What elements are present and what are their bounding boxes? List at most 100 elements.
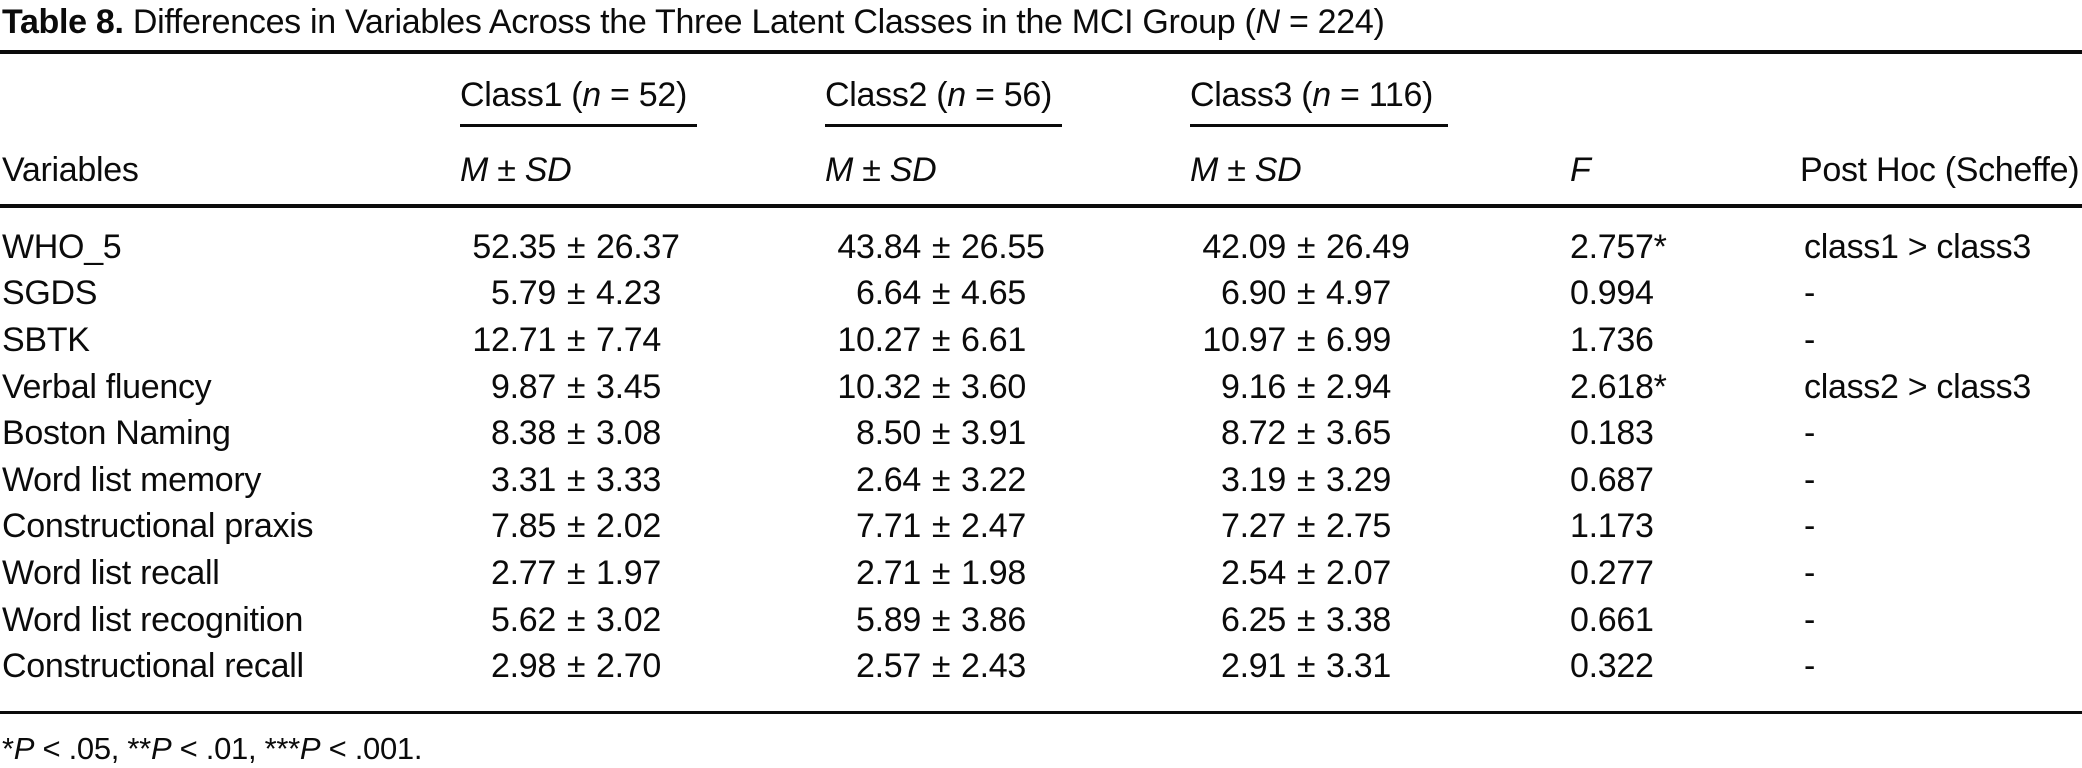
plus-minus-sign: ± [862,150,881,189]
variable-cell: WHO_5 [2,227,122,266]
sd-value: 2.94 [1326,367,1391,406]
plus-minus-sign: ± [931,460,951,499]
mean-value: 10.97 [1202,320,1286,359]
class3-msd-cell: 8.72 ± 3.65 [1190,414,1570,453]
posthoc-cell: - [1804,320,1816,359]
f-value-cell: 0.183 [1570,414,1654,453]
sd-value: 1.98 [961,553,1026,592]
p-threshold: < .01, [171,731,265,766]
variable-cell: SGDS [2,274,98,313]
table-body: WHO_5 52.35 ± 26.37 43.84 ± 26.55 42.09 … [0,224,2082,690]
class2-underline [825,124,1062,127]
class1-msd-cell: 2.77 ± 1.97 [460,554,825,593]
plus-minus-sign: ± [566,600,586,639]
plus-minus-sign: ± [931,320,951,359]
sd-value: 3.60 [961,367,1026,406]
f-value-cell: 0.994 [1570,274,1654,313]
sd-label: SD [1254,150,1302,189]
plus-minus-sign: ± [566,367,586,406]
class3-msd-cell: 2.54 ± 2.07 [1190,554,1570,593]
plus-minus-sign: ± [931,507,951,546]
class2-msd-header: M ± SD [825,151,1190,190]
class1-msd-cell: 5.62 ± 3.02 [460,601,825,640]
posthoc-cell: class2 > class3 [1804,367,2031,406]
f-value-cell: 0.322 [1570,647,1654,686]
class3-msd-cell: 9.16 ± 2.94 [1190,368,1570,407]
mean-value: 8.50 [856,414,921,453]
plus-minus-sign: ± [931,274,951,313]
sd-value: 3.45 [596,367,661,406]
m-label: M [825,150,854,189]
class1-msd-cell: 3.31 ± 3.33 [460,461,825,500]
p-label: P [299,731,321,766]
table-caption-tail: = 224) [1279,3,1385,41]
mean-value: 10.27 [837,320,921,359]
sd-label: SD [524,150,572,189]
class3-msd-cell: 2.91 ± 3.31 [1190,647,1570,686]
f-value-cell: 2.757* [1570,227,1667,266]
top-rule [0,50,2082,54]
sd-value: 2.75 [1326,507,1391,546]
f-value-cell: 0.661 [1570,600,1654,639]
sd-value: 4.23 [596,274,661,313]
class3-msd-cell: 10.97 ± 6.99 [1190,321,1570,360]
column-header-row: Variables M ± SD M ± SD M ± SD F Post Ho… [0,144,2082,196]
mean-value: 9.87 [491,367,556,406]
class3-count: = 116) [1330,75,1434,114]
plus-minus-sign: ± [1296,227,1316,266]
class2-header: Class2 (n = 56) [825,76,1190,115]
mean-value: 8.38 [491,414,556,453]
table-row: WHO_5 52.35 ± 26.37 43.84 ± 26.55 42.09 … [0,224,2082,271]
plus-minus-sign: ± [497,150,516,189]
mean-value: 5.62 [491,600,556,639]
plus-minus-sign: ± [1296,600,1316,639]
class2-msd-cell: 10.27 ± 6.61 [825,321,1190,360]
f-value-cell: 1.173 [1570,507,1654,546]
posthoc-cell: - [1804,553,1816,592]
sd-value: 1.97 [596,553,661,592]
plus-minus-sign: ± [931,367,951,406]
class1-msd-cell: 8.38 ± 3.08 [460,414,825,453]
plus-minus-sign: ± [1296,647,1316,686]
plus-minus-sign: ± [931,553,951,592]
plus-minus-sign: ± [566,227,586,266]
plus-minus-sign: ± [566,647,586,686]
plus-minus-sign: ± [566,414,586,453]
class1-msd-cell: 7.85 ± 2.02 [460,507,825,546]
mean-value: 2.77 [491,553,556,592]
mean-value: 2.64 [856,460,921,499]
mean-value: 8.72 [1221,414,1286,453]
posthoc-cell: - [1804,414,1816,453]
sd-value: 26.55 [961,227,1045,266]
plus-minus-sign: ± [1296,553,1316,592]
class3-header: Class3 (n = 116) [1190,76,1570,115]
class1-label: Class1 ( [460,75,583,114]
variable-cell: Word list recognition [2,600,304,639]
class2-msd-cell: 43.84 ± 26.55 [825,228,1190,267]
plus-minus-sign: ± [566,320,586,359]
class1-msd-cell: 52.35 ± 26.37 [460,228,825,267]
header-bottom-rule [0,204,2082,208]
class2-n: n [947,75,966,114]
table-caption: Table 8. Differences in Variables Across… [2,2,2080,42]
mean-value: 3.19 [1221,460,1286,499]
plus-minus-sign: ± [1227,150,1246,189]
sd-value: 2.07 [1326,553,1391,592]
class3-msd-cell: 6.25 ± 3.38 [1190,601,1570,640]
sd-value: 7.74 [596,320,661,359]
posthoc-header: Post Hoc (Scheffe) [1800,150,2080,189]
plus-minus-sign: ± [566,553,586,592]
table-row: Constructional praxis 7.85 ± 2.02 7.71 ±… [0,504,2082,551]
class1-header: Class1 (n = 52) [460,76,825,115]
mean-value: 42.09 [1202,227,1286,266]
posthoc-cell: - [1804,274,1816,313]
class1-msd-cell: 5.79 ± 4.23 [460,274,825,313]
mean-value: 10.32 [837,367,921,406]
table-row: Word list memory 3.31 ± 3.33 2.64 ± 3.22… [0,457,2082,504]
class3-label: Class3 ( [1190,75,1313,114]
sd-value: 2.47 [961,507,1026,546]
mean-value: 5.89 [856,600,921,639]
posthoc-cell: - [1804,647,1816,686]
class2-msd-cell: 5.89 ± 3.86 [825,601,1190,640]
sd-value: 3.08 [596,414,661,453]
